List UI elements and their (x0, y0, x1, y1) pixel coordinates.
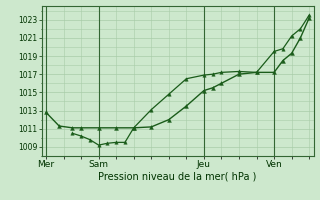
X-axis label: Pression niveau de la mer( hPa ): Pression niveau de la mer( hPa ) (99, 172, 257, 182)
